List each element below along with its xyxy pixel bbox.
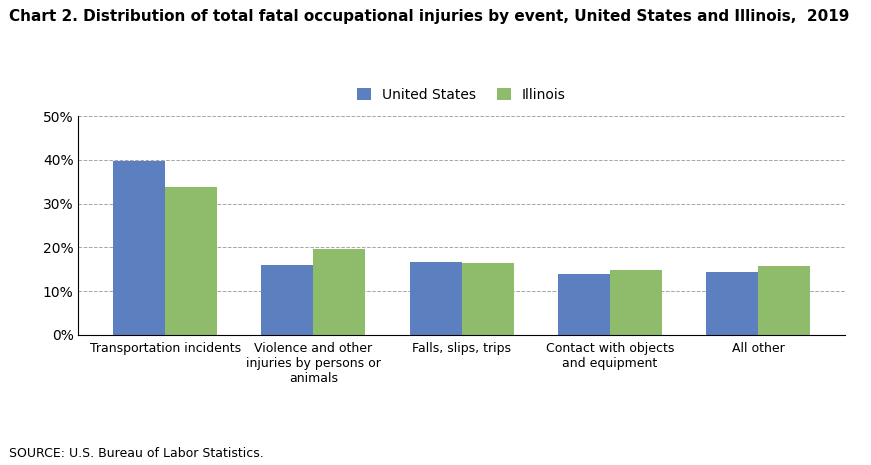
Bar	[758, 266, 810, 335]
Bar	[113, 161, 165, 335]
Bar	[261, 265, 314, 335]
Text: SOURCE: U.S. Bureau of Labor Statistics.: SOURCE: U.S. Bureau of Labor Statistics.	[9, 447, 263, 460]
Bar	[409, 262, 462, 335]
Legend: United States, Illinois: United States, Illinois	[353, 84, 571, 106]
Text: Chart 2. Distribution of total fatal occupational injuries by event, United Stat: Chart 2. Distribution of total fatal occ…	[9, 9, 849, 24]
Bar	[165, 187, 217, 335]
Bar	[314, 249, 365, 335]
Bar	[462, 263, 514, 335]
Bar	[558, 274, 610, 335]
Bar	[706, 272, 758, 335]
Bar	[610, 270, 662, 335]
